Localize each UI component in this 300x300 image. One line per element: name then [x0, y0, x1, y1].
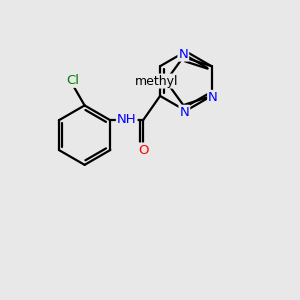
Text: NH: NH: [117, 113, 136, 126]
Text: N: N: [179, 106, 189, 119]
Text: methyl: methyl: [135, 75, 179, 88]
Text: N: N: [208, 91, 218, 104]
Text: N: N: [178, 48, 188, 61]
Text: O: O: [138, 143, 148, 157]
Text: Cl: Cl: [66, 74, 79, 87]
